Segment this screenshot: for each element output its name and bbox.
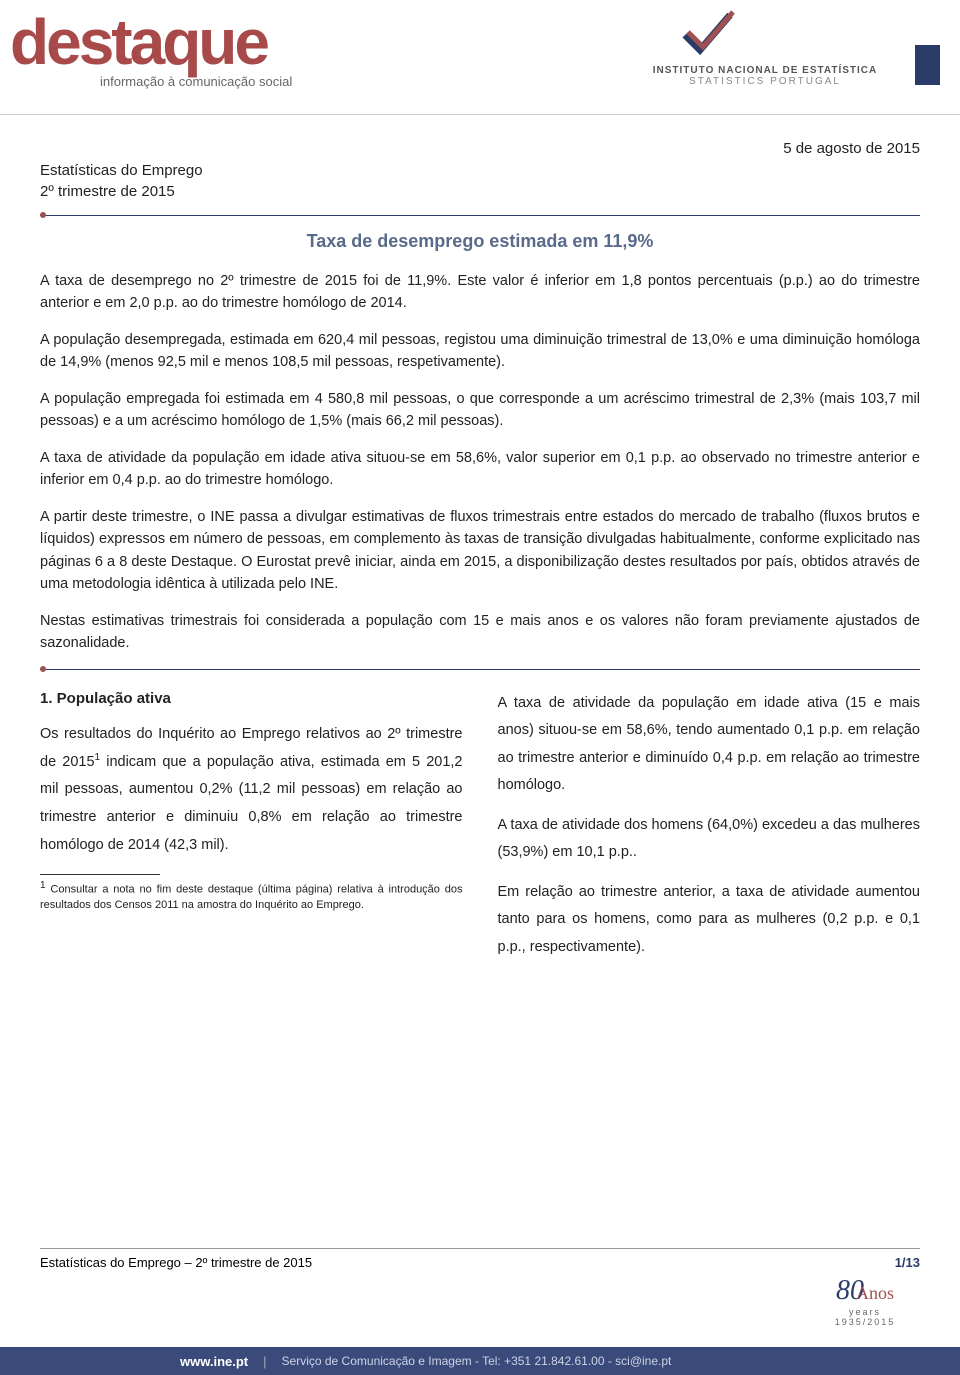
section-1-heading: 1. População ativa: [40, 690, 463, 707]
ine-name-line2: STATISTICS PORTUGAL: [590, 76, 940, 87]
page-footer: Estatísticas do Emprego – 2º trimestre d…: [40, 1248, 920, 1270]
document-content: 5 de agosto de 2015 Estatísticas do Empr…: [0, 115, 960, 973]
bottom-separator: |: [263, 1354, 266, 1369]
two-column-section: 1. População ativa Os resultados do Inqu…: [40, 690, 920, 974]
publication-date: 5 de agosto de 2015: [40, 140, 920, 157]
summary-p6: Nestas estimativas trimestrais foi consi…: [40, 610, 920, 655]
ine-logo: INSTITUTO NACIONAL DE ESTATÍSTICA STATIS…: [590, 10, 940, 100]
bottom-bar: www.ine.pt | Serviço de Comunicação e Im…: [0, 1347, 960, 1375]
left-col-p1: Os resultados do Inquérito ao Emprego re…: [40, 721, 463, 860]
ine-name-line1: INSTITUTO NACIONAL DE ESTATÍSTICA: [590, 65, 940, 76]
ine-institution-text: INSTITUTO NACIONAL DE ESTATÍSTICA STATIS…: [590, 65, 940, 87]
divider-bottom: [40, 669, 920, 670]
summary-p4: A taxa de atividade da população em idad…: [40, 447, 920, 492]
anniversary-range: 1935/2015: [810, 1317, 920, 1327]
divider-top: [40, 215, 920, 216]
footnote-text: Consultar a nota no fim deste destaque (…: [40, 884, 463, 911]
anniversary-years-label: years: [810, 1307, 920, 1317]
ine-blue-rect-icon: [915, 45, 940, 85]
document-period: 2º trimestre de 2015: [40, 183, 920, 200]
footer-doc-ref: Estatísticas do Emprego – 2º trimestre d…: [40, 1255, 312, 1270]
ine-checkmark-icon: [680, 10, 740, 55]
bottom-url: www.ine.pt: [180, 1354, 248, 1369]
anniversary-top-line: 80Anos: [810, 1275, 920, 1307]
right-col-p3: Em relação ao trimestre anterior, a taxa…: [498, 879, 921, 962]
anniversary-logo: 80Anos years 1935/2015: [810, 1275, 920, 1330]
right-col-p1: A taxa de atividade da população em idad…: [498, 690, 921, 800]
headline: Taxa de desemprego estimada em 11,9%: [40, 231, 920, 252]
footnote-1: 1 Consultar a nota no fim deste destaque…: [40, 879, 463, 913]
document-title: Estatísticas do Emprego: [40, 162, 920, 179]
summary-p3: A população empregada foi estimada em 4 …: [40, 388, 920, 433]
right-col-p2: A taxa de atividade dos homens (64,0%) e…: [498, 812, 921, 867]
summary-p2: A população desempregada, estimada em 62…: [40, 329, 920, 374]
right-column: A taxa de atividade da população em idad…: [498, 690, 921, 974]
anniversary-anos: Anos: [856, 1283, 894, 1303]
left-column: 1. População ativa Os resultados do Inqu…: [40, 690, 463, 974]
page-header: destaque informação à comunicação social…: [0, 0, 960, 115]
destaque-logo-word: destaque: [10, 5, 480, 79]
footer-page-number: 1/13: [895, 1255, 920, 1270]
bottom-contact-info: Serviço de Comunicação e Imagem - Tel: +…: [282, 1354, 672, 1368]
footnote-separator: [40, 874, 160, 875]
summary-p1: A taxa de desemprego no 2º trimestre de …: [40, 270, 920, 315]
destaque-logo: destaque informação à comunicação social: [10, 5, 480, 110]
summary-p5: A partir deste trimestre, o INE passa a …: [40, 506, 920, 596]
left-col-p1b: indicam que a população ativa, estimada …: [40, 754, 463, 853]
